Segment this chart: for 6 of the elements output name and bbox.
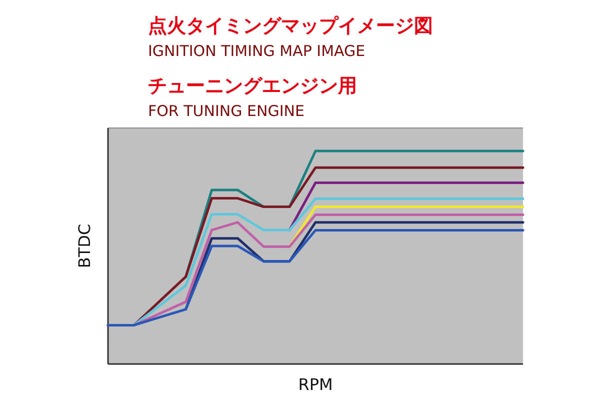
y-axis-title: BTDC — [75, 224, 94, 268]
x-axis-title: RPM — [298, 375, 333, 394]
text: FOR TUNING ENGINE — [148, 102, 304, 120]
text: チューニングエンジン用 — [148, 75, 357, 97]
chart-title: 点火タイミングマップイメージ図 — [148, 15, 433, 37]
chart-subtitle: IGNITION TIMING MAP IMAGE — [148, 42, 366, 60]
